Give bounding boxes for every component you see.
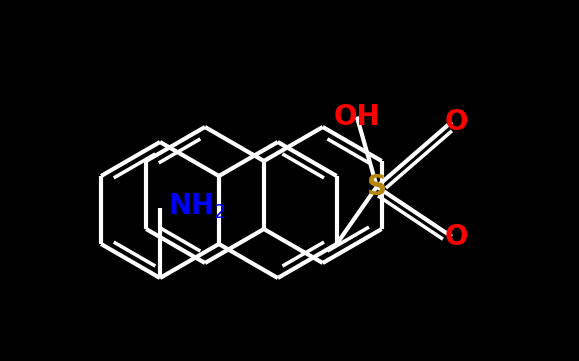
Text: NH$_2$: NH$_2$ (168, 191, 226, 221)
Text: O: O (445, 223, 468, 251)
Text: S: S (367, 173, 387, 201)
Text: O: O (445, 108, 468, 136)
Text: OH: OH (334, 103, 380, 131)
